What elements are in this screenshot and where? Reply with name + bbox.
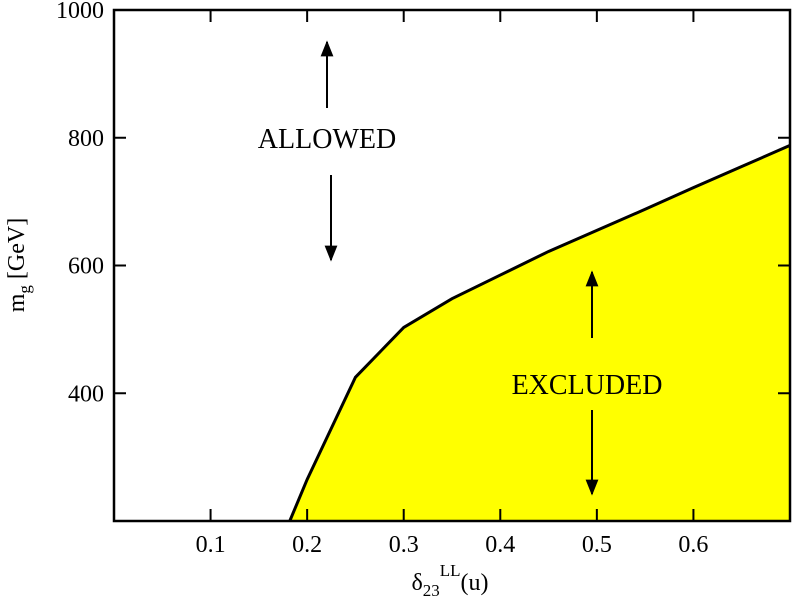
- x-tick-label: 0.5: [582, 532, 612, 558]
- x-tick-label: 0.6: [678, 532, 708, 558]
- x-tick-label: 0.1: [196, 532, 226, 558]
- x-tick-label: 0.3: [389, 532, 419, 558]
- y-label-part: [GeV]: [4, 218, 30, 285]
- x-label-part: δ: [411, 570, 422, 596]
- y-label-part: m: [4, 293, 30, 312]
- annotation: EXCLUDED: [512, 370, 663, 401]
- x-tick-label: 0.2: [292, 532, 322, 558]
- y-tick-label: 800: [68, 126, 104, 152]
- boundary-line: [288, 144, 791, 522]
- y-axis-label: mg [GeV]: [4, 218, 34, 312]
- x-axis-label: δ23LL(u): [411, 561, 488, 600]
- y-tick-label: 400: [68, 381, 104, 407]
- y-tick-label: 1000: [56, 0, 104, 24]
- x-tick-label: 0.4: [485, 532, 515, 558]
- x-label-part: (u): [461, 570, 489, 596]
- y-label-sub: g: [15, 285, 34, 294]
- annotation: ALLOWED: [258, 124, 396, 155]
- excluded-area: [289, 145, 790, 522]
- x-label-sub: 23: [423, 581, 440, 600]
- x-label-sup: LL: [440, 561, 461, 580]
- y-tick-label: 600: [68, 254, 104, 280]
